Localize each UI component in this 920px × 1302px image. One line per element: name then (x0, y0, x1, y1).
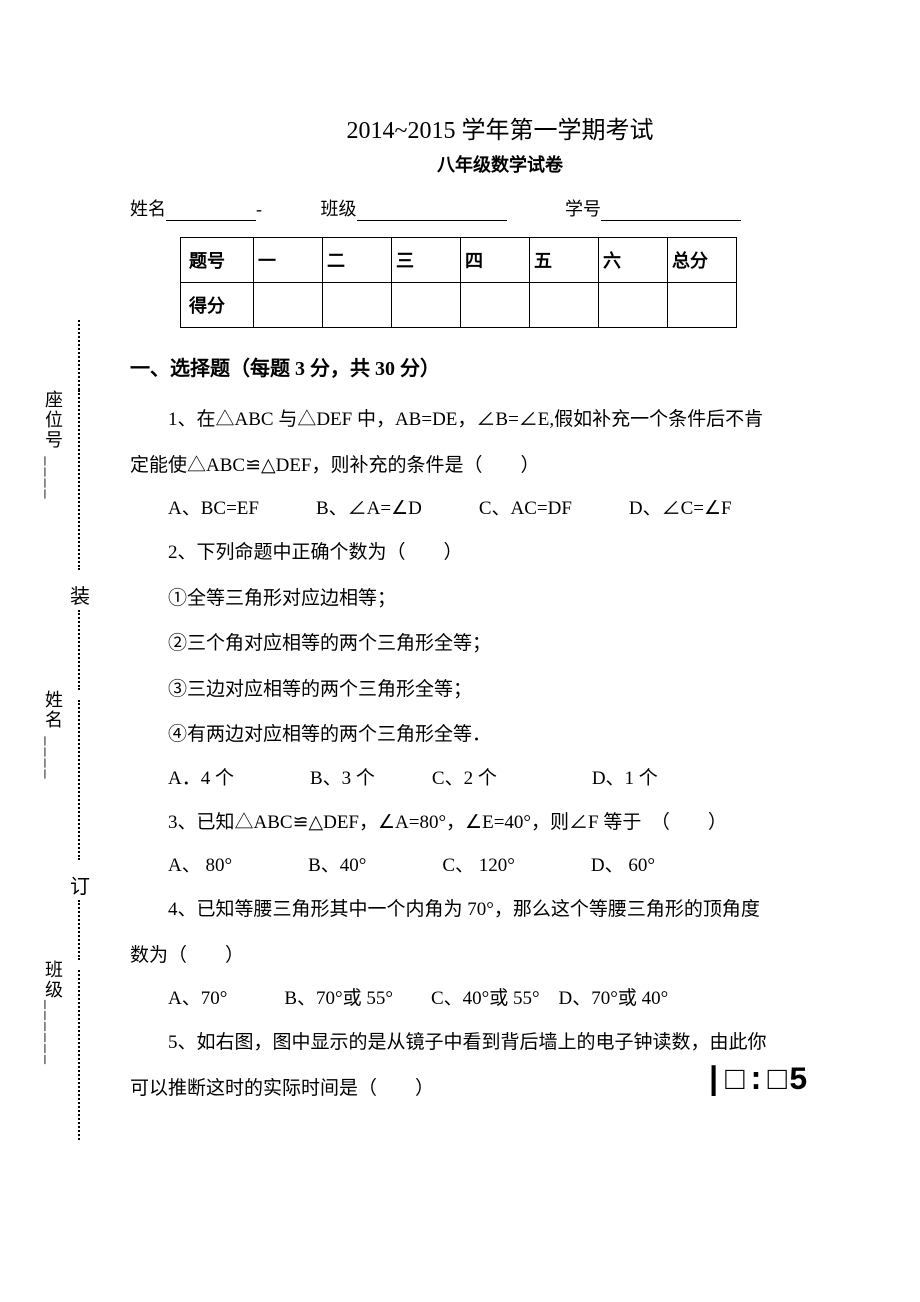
q2-statement-3: ③三边对应相等的两个三角形全等； (130, 667, 870, 713)
dash: - (256, 199, 262, 219)
col-header: 六 (599, 238, 668, 283)
class-vertical-label: 班级______ (40, 960, 66, 1066)
question-1: 1、在△ABC 与△DEF 中，AB=DE，∠B=∠E,假如补充一个条件后不肯 … (130, 397, 870, 488)
name-vertical-label: 姓名 ____ (40, 690, 66, 781)
table-row: 题号 一 二 三 四 五 六 总分 (181, 238, 737, 283)
q4-line1: 4、已知等腰三角形其中一个内角为 70°，那么这个等腰三角形的顶角度 (130, 887, 870, 933)
exam-page: 2014~2015 学年第一学期考试 八年级数学试卷 姓名 - 班级 学号 题号 … (130, 110, 870, 1111)
dotted-segment (78, 900, 80, 960)
id-label: 学号 (565, 199, 601, 219)
section-1-heading: 一、选择题（每题 3 分，共 30 分） (130, 352, 870, 381)
col-header: 三 (392, 238, 461, 283)
col-header: 五 (530, 238, 599, 283)
col-header: 题号 (181, 238, 254, 283)
col-header: 四 (461, 238, 530, 283)
question-4: 4、已知等腰三角形其中一个内角为 70°，那么这个等腰三角形的顶角度 数为（ ） (130, 887, 870, 978)
dotted-segment (78, 700, 80, 860)
class-blank[interactable] (357, 202, 507, 221)
question-5: 5、如右图，图中显示的是从镜子中看到背后墙上的电子钟读数，由此你 可以推断这时的… (130, 1020, 870, 1111)
mirrored-clock-display: |□:□5 (704, 1062, 810, 1099)
q4-options: A、70° B、70°或 55° C、40°或 55° D、70°或 40° (130, 978, 870, 1020)
q3-options: A、 80° B、40° C、 120° D、 60° (130, 845, 870, 887)
score-table: 题号 一 二 三 四 五 六 总分 得分 (180, 237, 737, 328)
q4-line2: 数为（ ） (130, 933, 870, 979)
dotted-segment (78, 390, 80, 570)
exam-title-sub: 八年级数学试卷 (130, 151, 870, 177)
q2-statement-4: ④有两边对应相等的两个三角形全等． (130, 712, 870, 758)
seat-number-label: 座位号 ____ (40, 390, 66, 501)
score-cell[interactable] (668, 283, 737, 328)
class-label: 班级 (321, 199, 357, 219)
col-header: 总分 (668, 238, 737, 283)
score-cell[interactable] (254, 283, 323, 328)
id-blank[interactable] (601, 202, 741, 221)
table-row: 得分 (181, 283, 737, 328)
row-label: 得分 (181, 283, 254, 328)
student-info-line: 姓名 - 班级 学号 (130, 195, 870, 221)
score-cell[interactable] (392, 283, 461, 328)
q1-line1: 1、在△ABC 与△DEF 中，AB=DE，∠B=∠E,假如补充一个条件后不肯 (130, 397, 870, 443)
binding-char-zhuang: 装 (70, 580, 90, 609)
col-header: 二 (323, 238, 392, 283)
q2-statement-1: ①全等三角形对应边相等； (130, 576, 870, 622)
exam-title-main: 2014~2015 学年第一学期考试 (130, 110, 870, 145)
q2-options: A．4 个 B、3 个 C、2 个 D、1 个 (130, 758, 870, 800)
question-2-stem: 2、下列命题中正确个数为（ ） (130, 530, 870, 576)
q5-line1: 5、如右图，图中显示的是从镜子中看到背后墙上的电子钟读数，由此你 (130, 1020, 870, 1066)
name-label: 姓名 (130, 199, 166, 219)
score-cell[interactable] (461, 283, 530, 328)
q2-statement-2: ②三个角对应相等的两个三角形全等； (130, 621, 870, 667)
score-cell[interactable] (530, 283, 599, 328)
score-cell[interactable] (323, 283, 392, 328)
binding-margin: 座位号 ____ 装 姓名 ____ 订 班级______ (40, 320, 100, 1150)
name-blank[interactable] (166, 202, 256, 221)
question-3-stem: 3、已知△ABC≌△DEF，∠A=80°，∠E=40°，则∠F 等于 （ ） (130, 800, 870, 846)
dotted-segment (78, 610, 80, 690)
binding-char-ding: 订 (70, 870, 90, 899)
dotted-segment (78, 320, 80, 390)
col-header: 一 (254, 238, 323, 283)
q1-line2: 定能使△ABC≌△DEF，则补充的条件是（ ） (130, 443, 870, 489)
dotted-segment (78, 970, 80, 1140)
score-cell[interactable] (599, 283, 668, 328)
q1-options: A、BC=EF B、∠A=∠D C、AC=DF D、∠C=∠F (130, 488, 870, 530)
